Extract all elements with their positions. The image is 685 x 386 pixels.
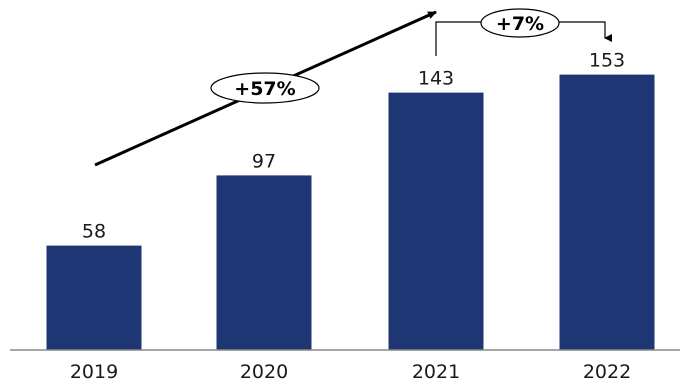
growth-arrow-57: +57% bbox=[94, 10, 437, 167]
bar-group bbox=[46, 74, 655, 350]
tick-label-group: 2019 2020 2021 2022 bbox=[70, 361, 631, 383]
value-label-2020: 97 bbox=[252, 150, 276, 172]
value-label-2021: 143 bbox=[418, 68, 454, 90]
bar-2022 bbox=[559, 74, 655, 350]
growth-callout-57-bubble bbox=[210, 72, 320, 104]
bar-2021 bbox=[388, 92, 484, 350]
x-tick-label-2019: 2019 bbox=[70, 361, 118, 383]
x-tick-label-2022: 2022 bbox=[583, 361, 631, 383]
bar-2020 bbox=[216, 175, 312, 350]
value-label-2019: 58 bbox=[82, 221, 106, 243]
x-tick-label-2021: 2021 bbox=[412, 361, 460, 383]
value-label-group: 58 97 143 153 bbox=[82, 50, 625, 243]
x-tick-label-2020: 2020 bbox=[240, 361, 288, 383]
growth-callout-57-text: +57% bbox=[234, 78, 295, 100]
growth-callout-7-text: +7% bbox=[496, 13, 544, 35]
bar-2019 bbox=[46, 245, 142, 350]
growth-connector-7: +7% bbox=[435, 8, 612, 56]
growth-callout-7-bubble bbox=[480, 8, 560, 38]
value-label-2022: 153 bbox=[589, 50, 625, 72]
